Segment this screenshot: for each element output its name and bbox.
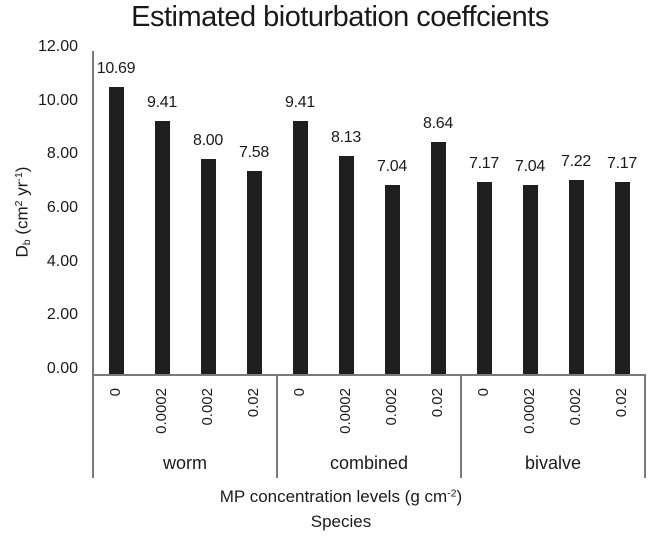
x-tick-label: 0.02 — [613, 388, 630, 418]
bar — [568, 180, 584, 374]
x-tick-label: 0.0002 — [153, 388, 170, 434]
x-tick-label: 0.02 — [429, 388, 446, 418]
y-tick-label: 2.00 — [46, 306, 78, 324]
bar — [384, 185, 400, 374]
x-tick-label: 0 — [107, 388, 124, 397]
group-divider — [644, 376, 646, 478]
bar-value-label: 8.64 — [423, 115, 453, 133]
label-fragment: ) — [456, 487, 463, 506]
y-tick-label: 6.00 — [46, 199, 78, 216]
bar — [292, 121, 308, 374]
label-fragment: yr — [12, 181, 32, 201]
label-fragment: -2 — [447, 487, 457, 500]
x-tick-label: 0.0002 — [337, 388, 354, 434]
label-fragment: MP concentration levels (g cm — [219, 487, 448, 506]
group-label: worm — [163, 453, 207, 473]
group-divider — [276, 376, 278, 478]
bar — [430, 142, 446, 374]
bar — [108, 87, 124, 374]
bar-value-label: 7.04 — [515, 158, 545, 176]
group-label: bivalve — [524, 453, 582, 473]
chart-title: Estimated bioturbation coeffcients — [131, 1, 549, 33]
x-tick-label: 0.002 — [567, 388, 584, 426]
x-tick-label: 0.002 — [383, 388, 400, 426]
bar — [476, 181, 492, 374]
bar-value-label: 8.13 — [331, 128, 361, 146]
bar-value-label: 10.69 — [96, 60, 136, 78]
x-tick-label: 0 — [291, 388, 308, 397]
y-tick-label: 0.00 — [46, 360, 78, 377]
bar — [154, 121, 170, 374]
y-tick-label: 12.00 — [37, 38, 78, 55]
x-tick-label: 0 — [475, 388, 492, 397]
x-axis-line — [92, 374, 646, 376]
label-fragment: b — [20, 239, 33, 246]
bar-value-label: 7.04 — [377, 158, 407, 176]
x-tick-label: 0.02 — [245, 388, 262, 418]
bar — [522, 185, 538, 374]
label-fragment: -1 — [13, 172, 25, 182]
x-tick-label: 0.002 — [199, 388, 216, 426]
x-tick-label: 0.0002 — [521, 388, 538, 434]
bar-value-label: 9.41 — [147, 94, 177, 112]
group-divider — [460, 376, 462, 478]
y-tick-label: 8.00 — [46, 145, 78, 163]
bar-value-label: 7.17 — [607, 154, 637, 172]
group-divider — [92, 376, 94, 478]
y-axis-line — [92, 51, 94, 376]
group-label: combined — [329, 453, 409, 473]
bar — [614, 181, 630, 374]
bar — [246, 170, 262, 374]
y-tick-label: 4.00 — [46, 252, 78, 270]
x-axis-title-concentration: MP concentration levels (g cm-2) — [220, 487, 462, 507]
bar-value-label: 8.00 — [193, 132, 223, 150]
x-axis-title-species: Species — [310, 512, 372, 531]
bar-value-label: 7.22 — [561, 153, 591, 171]
bar-value-label: 9.41 — [285, 94, 315, 112]
bar — [338, 155, 354, 374]
y-tick-label: 10.00 — [37, 91, 78, 109]
bar-value-label: 7.58 — [239, 143, 269, 161]
label-fragment: ) — [12, 166, 32, 173]
bar — [200, 159, 216, 374]
bar-value-label: 7.17 — [469, 154, 499, 172]
